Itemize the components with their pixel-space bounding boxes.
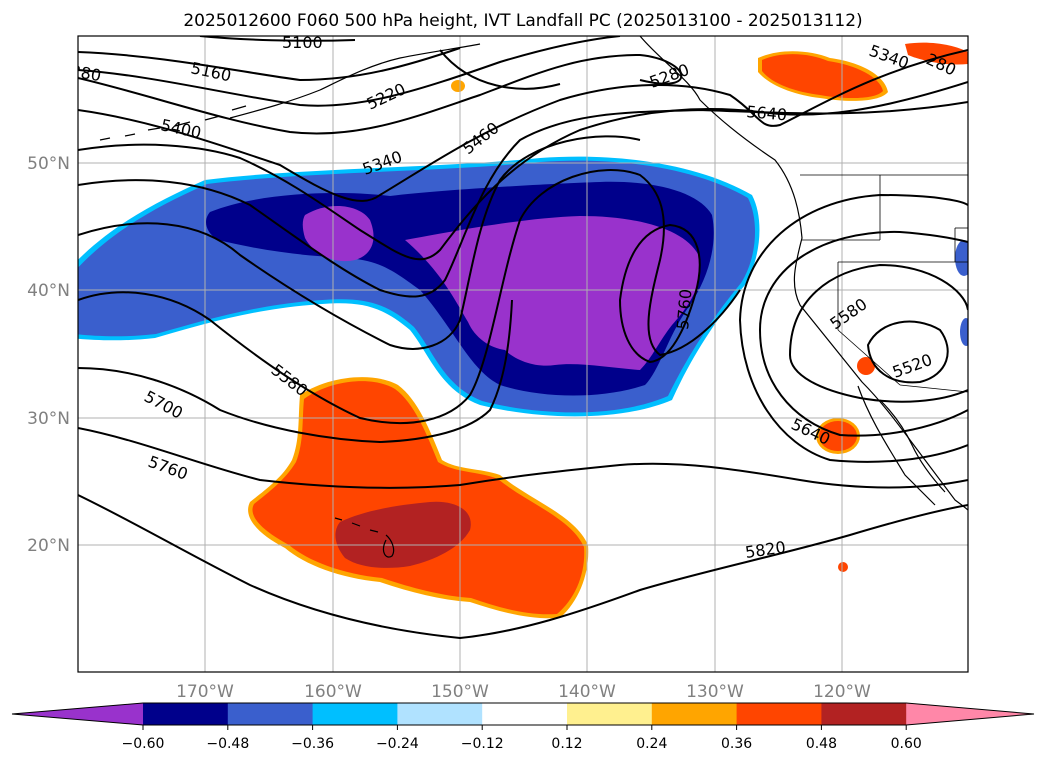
contour-5160	[78, 47, 461, 82]
patch-east-negative	[955, 240, 968, 276]
colorbar-tick-label: −0.60	[122, 736, 165, 752]
lon-label: 160°W	[304, 682, 362, 702]
aleutian-islands	[99, 105, 247, 141]
contour-5280-west	[78, 53, 683, 135]
lon-label: 120°W	[813, 682, 871, 702]
hawaii-islands	[334, 517, 395, 558]
colorbar-segment	[482, 703, 568, 725]
contour-5340	[78, 49, 968, 202]
contour-5640-sw	[439, 49, 561, 90]
positive-ivt-patches	[451, 80, 968, 572]
negative-core-east	[405, 216, 701, 370]
colorbar-tick-label: 0.48	[806, 736, 837, 752]
patch-baja	[838, 562, 848, 572]
northeast-corner-zone	[905, 42, 968, 65]
coastlines	[99, 36, 968, 558]
negative-core-west	[302, 205, 374, 262]
lon-label: 170°W	[176, 682, 234, 702]
colorbar-segment	[143, 703, 229, 725]
longitude-labels: 170°W 160°W 150°W 140°W 130°W 120°W	[176, 682, 871, 702]
latitude-labels: 50°N 40°N 30°N 20°N	[27, 154, 70, 556]
baja-coast	[857, 385, 936, 506]
lat-label: 30°N	[27, 409, 70, 429]
height-contours	[78, 36, 968, 640]
colorbar-tick-label: 0.60	[891, 736, 922, 752]
colorbar: −0.60 −0.48 −0.36 −0.24 −0.12 0.12 0.24 0.36 0.4…	[11, 702, 1035, 752]
contour-5520-ca	[866, 320, 949, 384]
colorbar-extend-high	[906, 703, 1034, 725]
contour-5580-ca	[789, 263, 968, 403]
colorbar-segment	[821, 703, 907, 725]
colorbar-segment	[397, 703, 483, 725]
colorbar-segment	[227, 703, 314, 725]
map-frame	[77, 35, 969, 673]
colorbar-extend-low	[12, 703, 143, 725]
contour-5580	[78, 169, 741, 424]
north-america-coast	[639, 36, 968, 511]
contour-5700	[78, 299, 513, 444]
contour-5640-ca	[759, 230, 968, 437]
state-borders	[800, 174, 968, 393]
contour-label: 280	[69, 61, 102, 85]
contour-5520-west	[78, 135, 641, 350]
contour-label: 5640	[746, 102, 788, 124]
colorbar-tick-label: 0.36	[721, 736, 752, 752]
map-panel: 5100 5160 5220 280 5400 5340 5460 5280 5…	[27, 33, 969, 702]
lon-label: 150°W	[431, 682, 489, 702]
alaska-coast	[229, 43, 481, 119]
contour-5100	[199, 36, 356, 42]
contour-5820	[78, 494, 968, 640]
colorbar-tick-label: −0.36	[291, 736, 334, 752]
colorbar-tick-label: −0.48	[206, 736, 249, 752]
contour-5460	[78, 101, 968, 298]
positive-core	[335, 501, 471, 568]
colorbar-segments	[11, 702, 1035, 726]
contour-5700-ca	[739, 193, 968, 463]
positive-main-zone	[252, 381, 585, 615]
colorbar-tick-label: −0.24	[376, 736, 419, 752]
colorbar-tick-label: −0.12	[461, 736, 504, 752]
lat-label: 20°N	[27, 536, 70, 556]
patch-aleutian	[451, 80, 465, 92]
northeast-main-zone	[762, 54, 883, 99]
contour-label: 5760	[673, 288, 695, 330]
colorbar-tick-label: 0.24	[636, 736, 667, 752]
colorbar-segment	[651, 703, 738, 725]
map-title: 2025012600 F060 500 hPa height, IVT Land…	[183, 11, 862, 31]
colorbar-segment	[567, 703, 653, 725]
patch-east-negative-2	[960, 318, 968, 346]
contour-5220	[78, 36, 621, 107]
lon-label: 140°W	[558, 682, 616, 702]
lon-label: 130°W	[686, 682, 744, 702]
patch-socal	[857, 357, 875, 375]
lat-label: 40°N	[27, 281, 70, 301]
colorbar-tick-label: 0.12	[551, 736, 582, 752]
sonora-coast	[879, 399, 946, 493]
contour-label: 5100	[282, 33, 323, 52]
contour-5640-loop	[618, 223, 701, 364]
lat-label: 50°N	[27, 154, 70, 174]
colorbar-segment	[736, 703, 822, 725]
colorbar-segment	[312, 703, 398, 725]
contour-5760	[78, 427, 968, 489]
colorbar-ticks: −0.60 −0.48 −0.36 −0.24 −0.12 0.12 0.24 0.36 0.4…	[122, 725, 922, 752]
